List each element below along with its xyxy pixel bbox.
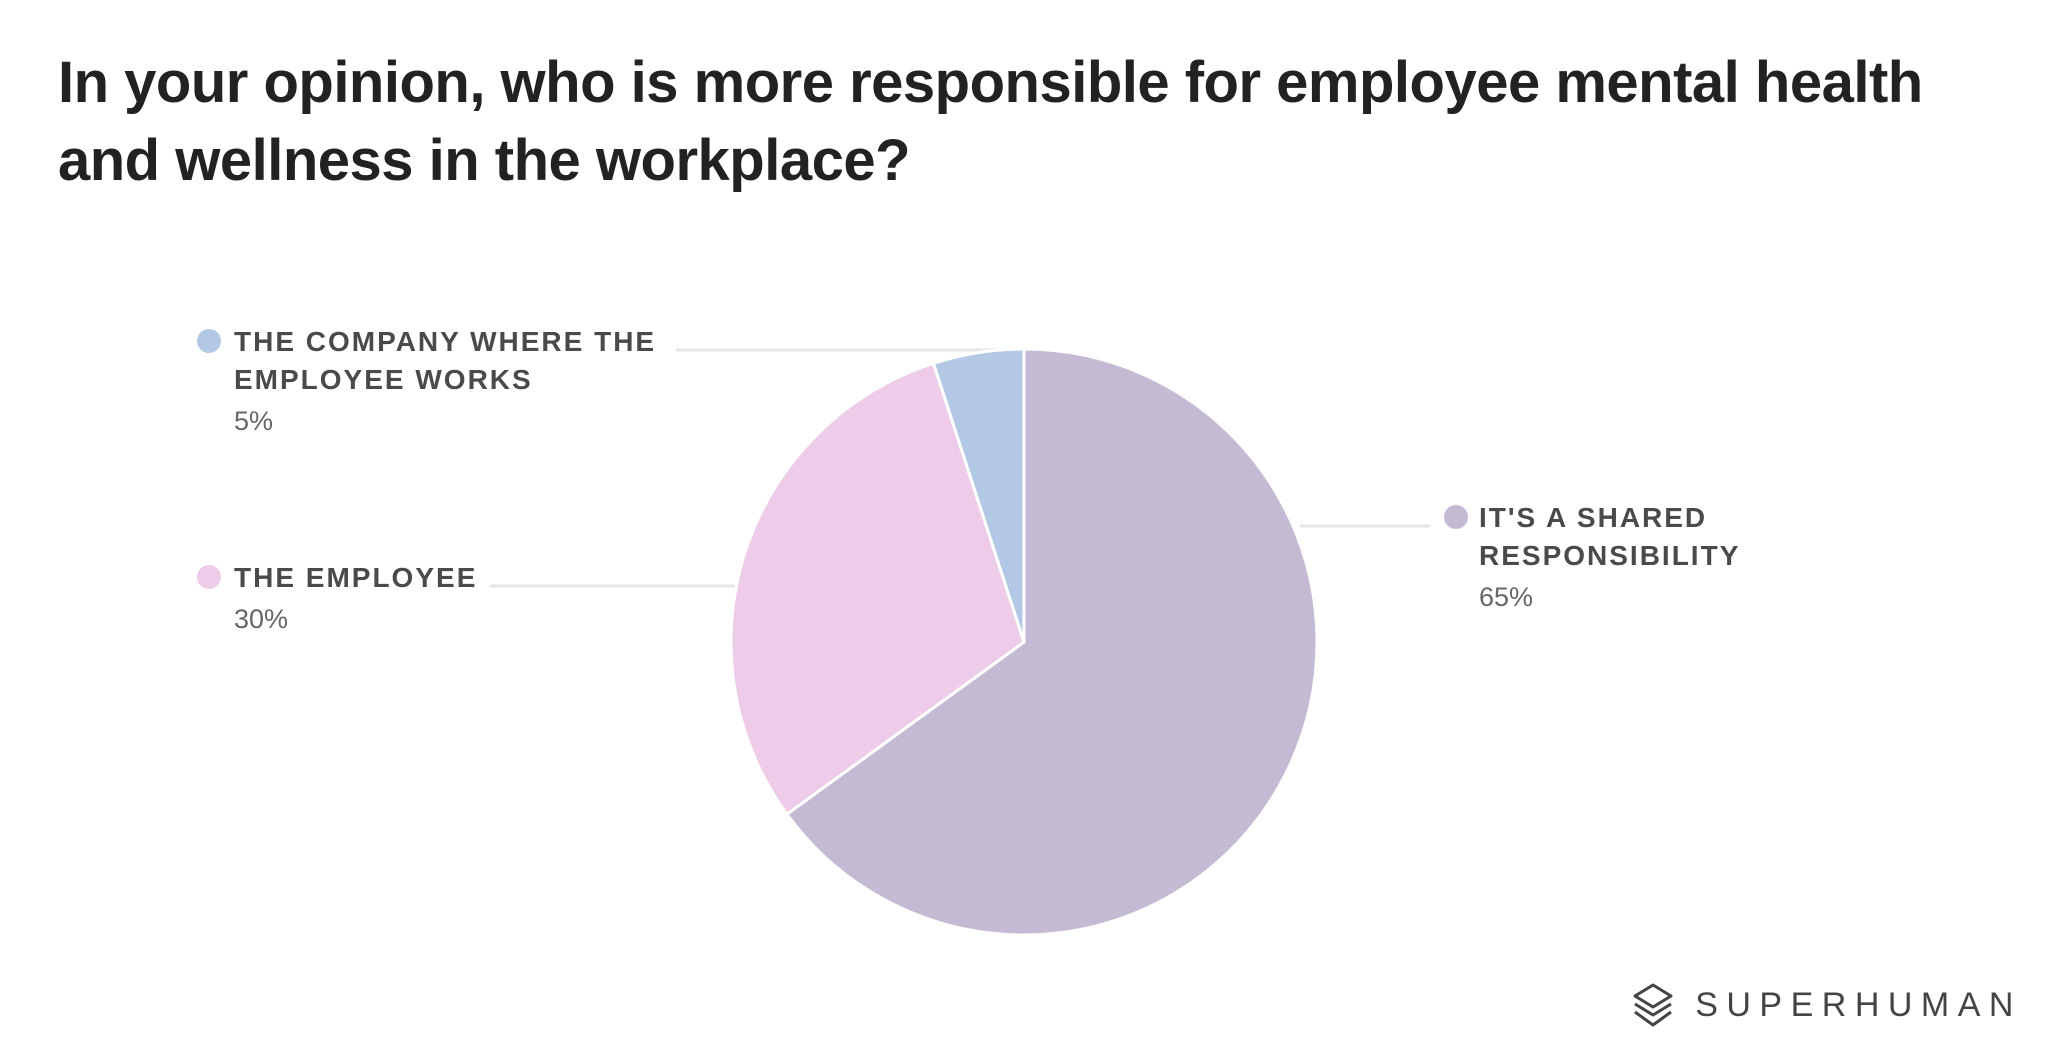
legend-the-employee-swatch (197, 565, 221, 589)
superhuman-logo-icon (1633, 983, 1673, 1027)
legend-it-s-a-shared-responsibility-value: 65% (1479, 582, 1533, 612)
brand-name: SUPERHUMAN (1695, 985, 2022, 1024)
pie-slices (729, 347, 1319, 937)
brand-logo: SUPERHUMAN (1631, 980, 2022, 1030)
legend-the-company-where-the-employee-works-value: 5% (234, 406, 273, 436)
pie-slice-it-s-a-shared-responsibility (785, 347, 1319, 937)
pie-slice-the-company-where-the-employee-works (931, 347, 1026, 644)
legend-it-s-a-shared-responsibility-label-line-1: IT'S A SHARED (1479, 502, 1707, 533)
pie-slice-the-employee (729, 361, 1026, 816)
legend-the-company-where-the-employee-works-label-line-2: EMPLOYEE WORKS (234, 364, 533, 395)
legend-it-s-a-shared-responsibility-swatch (1444, 505, 1468, 529)
legend-the-employee-label: THE EMPLOYEE (234, 562, 477, 593)
chart-title: In your opinion, who is more responsible… (58, 50, 1923, 193)
legend-the-company-where-the-employee-works-swatch (197, 329, 221, 353)
legend: IT'S A SHARED RESPONSIBILITY 65% THE EMPLOY… (197, 326, 1740, 634)
leader-lines (490, 348, 1430, 588)
legend-it-s-a-shared-responsibility-label-line-2: RESPONSIBILITY (1479, 540, 1740, 571)
legend-the-company-where-the-employee-works-label-line-1: THE COMPANY WHERE THE (234, 326, 656, 357)
legend-the-employee-value: 30% (234, 604, 288, 634)
